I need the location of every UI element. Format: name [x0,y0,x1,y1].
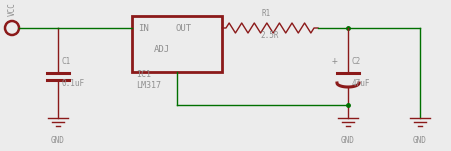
Bar [132,16,222,72]
Text: C1: C1 [62,57,71,66]
Text: GND: GND [341,136,355,145]
Text: VCC: VCC [8,2,17,16]
Text: ADJ: ADJ [154,45,170,54]
Text: +: + [332,56,338,66]
Text: 47uF: 47uF [352,79,371,88]
Text: IN: IN [138,24,149,33]
Text: GND: GND [413,136,427,145]
Text: IC1: IC1 [136,70,151,79]
Text: C2: C2 [352,57,361,66]
Text: LM317: LM317 [136,81,161,90]
Text: R1: R1 [262,9,271,18]
Text: GND: GND [51,136,65,145]
Text: 0.1uF: 0.1uF [62,79,85,88]
Text: OUT: OUT [176,24,192,33]
Text: 2.5R: 2.5R [260,31,279,40]
